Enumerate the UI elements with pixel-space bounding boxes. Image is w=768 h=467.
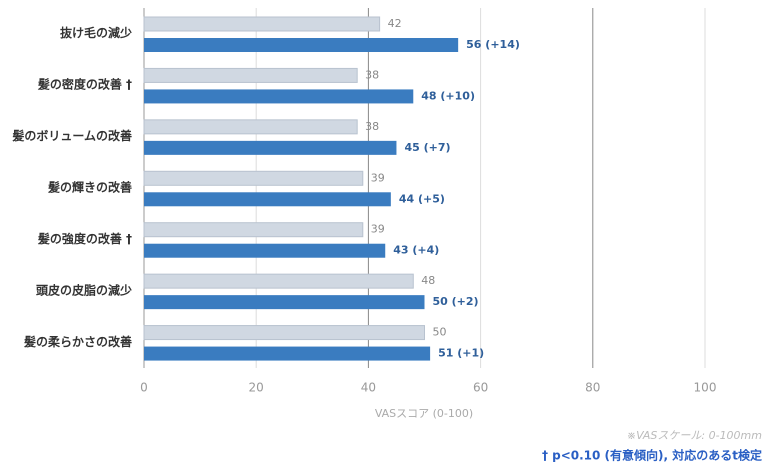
bar	[144, 243, 386, 258]
note: † p<0.10 (有意傾向), 対応のあるt検定	[542, 448, 762, 463]
bar	[143, 273, 414, 289]
y-tick-label: 髪の強度の改善 †	[37, 231, 132, 246]
x-tick-label: 20	[249, 381, 264, 395]
y-tick-label: 抜け毛の減少	[60, 25, 132, 40]
y-tick-label: 髪の輝きの改善	[47, 180, 132, 195]
data-label: 42	[388, 17, 402, 30]
data-label: 50 (+2)	[433, 295, 479, 308]
bar	[144, 295, 425, 310]
data-label: 45 (+7)	[404, 141, 450, 154]
data-label: 38	[365, 68, 379, 81]
bar	[144, 140, 397, 155]
bar	[143, 119, 358, 135]
y-tick-label: 髪のボリュームの改善	[11, 128, 132, 143]
bar	[144, 346, 431, 361]
bar	[144, 192, 391, 207]
bar	[144, 38, 459, 52]
data-label: 48 (+10)	[421, 89, 475, 102]
x-axis-label: VASスコア (0-100)	[375, 407, 473, 420]
y-tick-label: 頭皮の皮脂の減少	[36, 282, 132, 297]
bar	[143, 325, 425, 341]
data-label: 43 (+4)	[393, 244, 439, 257]
bar	[143, 67, 358, 83]
data-label: 56 (+14)	[466, 38, 520, 51]
bar	[143, 16, 381, 32]
y-tick-label: 髪の柔らかさの改善	[23, 334, 132, 349]
x-tick-label: 80	[585, 381, 600, 395]
x-tick-label: 100	[694, 381, 717, 395]
x-tick-label: 0	[140, 381, 148, 395]
data-label: 38	[365, 120, 379, 133]
x-tick-label: 40	[361, 381, 376, 395]
data-label: 51 (+1)	[438, 347, 484, 360]
bar	[144, 89, 414, 104]
data-label: 48	[421, 274, 435, 287]
y-tick-label: 髪の密度の改善 †	[37, 77, 132, 92]
data-label: 39	[371, 171, 385, 184]
data-label: 50	[433, 326, 447, 339]
data-label: 39	[371, 223, 385, 236]
bar	[143, 222, 364, 238]
note: ※VASスケール: 0-100mm	[627, 429, 762, 442]
bar	[143, 170, 364, 186]
x-tick-label: 60	[473, 381, 488, 395]
data-label: 44 (+5)	[399, 192, 445, 205]
